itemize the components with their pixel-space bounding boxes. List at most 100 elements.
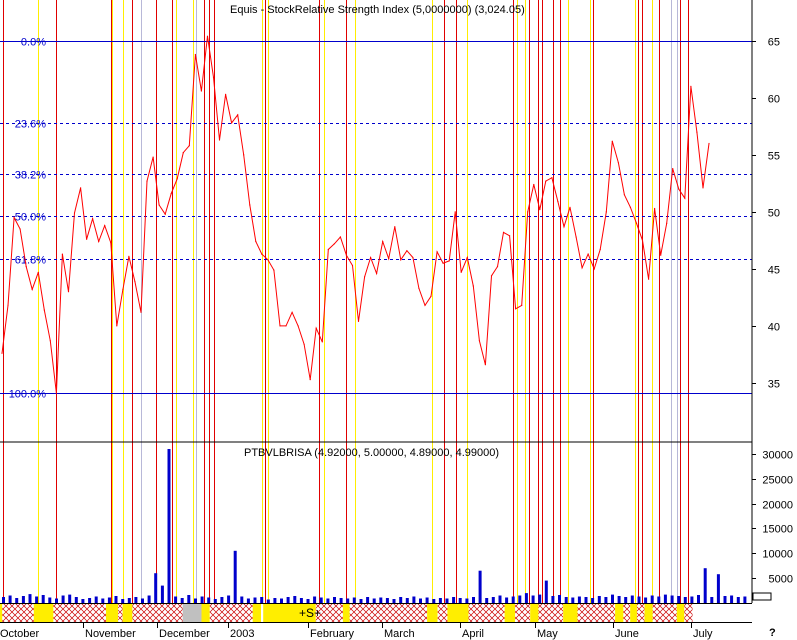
volume-bar [438,598,442,603]
signal-segment [118,604,123,622]
volume-bar [21,596,25,603]
signal-segment [209,604,253,622]
volume-bar [220,597,224,603]
rsi-point [424,304,426,306]
rsi-point [86,238,88,240]
rsi-point [43,309,45,311]
rsi-point [654,207,656,210]
rsi-point [279,325,281,327]
signal-segment [530,604,539,622]
signal-segment [447,604,469,622]
rsi-point [623,194,626,196]
rsi-point [690,85,692,87]
rsi-point [285,325,287,327]
rsi-point [412,256,414,259]
volume-bar [326,598,330,603]
volume-bar [385,598,389,603]
rsi-point [182,152,184,154]
rsi-point [261,253,263,255]
month-label: March [384,628,415,640]
rsi-point [321,341,323,343]
rsi-point [19,228,21,230]
volume-bar [498,595,502,603]
signal-segment [630,604,637,622]
volume-bar [597,596,601,603]
rsi-point [1,352,3,354]
rsi-point [599,248,601,251]
volume-bar [107,597,111,603]
rsi-point [478,340,480,342]
rsi-point [134,280,136,283]
month-label: July [693,628,713,640]
volume-tick-label: 30000 [762,450,793,462]
help-icon[interactable]: ? [769,627,776,639]
signal-segment [615,604,624,622]
rsi-point [684,197,686,199]
rsi-point [231,122,233,124]
volume-bar [723,596,727,603]
volume-bar [114,596,118,603]
volume-bar [48,597,52,603]
volume-bar [94,596,98,603]
volume-bar [491,597,495,603]
month-label: October [0,628,39,640]
rsi-point [98,240,100,243]
signal-segment [201,604,210,622]
rsi-tick-label: 55 [768,151,780,163]
rsi-point [394,226,396,228]
volume-bar [564,597,568,603]
volume-bar [8,595,12,603]
volume-bar [379,597,383,603]
rsi-point [273,269,275,271]
rsi-tick-label: 35 [768,379,780,391]
rsi-point [7,304,9,306]
rsi-point [708,142,710,145]
volume-bar [286,597,290,603]
volume-bar [101,598,105,603]
volume-bar [538,594,542,603]
signal-segment [0,604,3,622]
rsi-point [502,231,505,233]
rsi-point [55,392,58,394]
volume-tick-label: 15000 [762,524,793,536]
volume-bar [452,597,456,603]
volume-bars [2,449,747,603]
signal-segment [2,604,34,622]
volume-bar [180,598,184,603]
rsi-point [116,325,118,327]
rsi-point [146,180,148,182]
volume-bar [339,598,343,603]
volume-bar [74,597,78,603]
volume-bar [15,598,19,603]
rsi-point [460,271,462,273]
rsi-tick-label: 50 [768,208,780,220]
volume-bar [458,598,462,603]
rsi-point [557,201,559,203]
rsi-point [339,236,341,238]
volume-bar [630,595,634,603]
volume-bar [246,598,250,603]
volume-bar [670,595,674,603]
rsi-point [255,240,257,243]
volume-bar [81,599,85,603]
rsi-point [382,240,384,243]
rsi-point [73,212,76,214]
volume-bar [313,596,317,603]
volume-bar [273,598,277,603]
fib-level-label: 100.0% [9,389,47,401]
rsi-point [696,131,698,133]
rsi-point [448,260,450,262]
volume-bar [280,598,283,603]
rsi-point [641,239,644,241]
volume-bar [730,595,734,603]
volume-bar [127,598,131,603]
signal-marker-label: +S+ [299,606,321,620]
rsi-point [110,242,112,244]
rsi-point [629,206,632,208]
rsi-point [388,258,390,260]
volume-bar [683,597,687,603]
rsi-point [176,178,178,180]
volume-bar [154,573,158,603]
rsi-point [472,285,474,287]
rsi-point [170,193,172,195]
